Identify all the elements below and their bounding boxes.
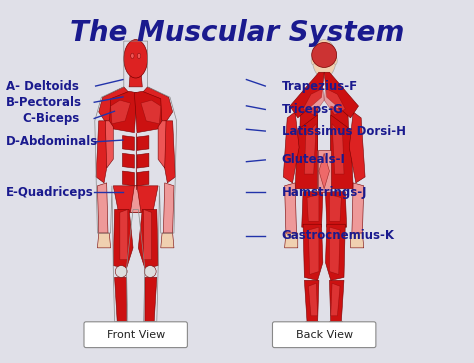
- Text: A- Deltoids: A- Deltoids: [6, 79, 79, 93]
- Polygon shape: [134, 91, 162, 132]
- Polygon shape: [324, 72, 358, 118]
- Ellipse shape: [144, 266, 156, 277]
- Polygon shape: [284, 183, 296, 233]
- Polygon shape: [303, 88, 324, 115]
- Polygon shape: [324, 88, 345, 115]
- Polygon shape: [329, 280, 344, 325]
- Polygon shape: [349, 112, 365, 183]
- Ellipse shape: [137, 53, 141, 58]
- Polygon shape: [113, 322, 129, 337]
- Polygon shape: [332, 124, 344, 174]
- Text: Latissimus Dorsi-H: Latissimus Dorsi-H: [282, 125, 406, 138]
- Ellipse shape: [312, 40, 336, 78]
- Polygon shape: [145, 277, 157, 322]
- Polygon shape: [162, 121, 175, 183]
- Polygon shape: [329, 195, 341, 221]
- Polygon shape: [331, 106, 349, 150]
- Polygon shape: [113, 186, 158, 212]
- Text: C-Biceps: C-Biceps: [23, 112, 80, 125]
- Polygon shape: [98, 183, 108, 233]
- Polygon shape: [109, 91, 137, 132]
- Polygon shape: [290, 72, 324, 118]
- Polygon shape: [142, 322, 158, 337]
- Polygon shape: [309, 283, 318, 316]
- Polygon shape: [352, 183, 364, 233]
- Polygon shape: [141, 100, 161, 124]
- Polygon shape: [137, 153, 149, 168]
- Polygon shape: [318, 150, 331, 192]
- Ellipse shape: [131, 53, 134, 58]
- Polygon shape: [122, 171, 134, 186]
- Polygon shape: [115, 277, 127, 322]
- Polygon shape: [283, 112, 299, 183]
- Ellipse shape: [124, 40, 147, 78]
- Polygon shape: [105, 121, 113, 168]
- Polygon shape: [99, 87, 129, 124]
- Polygon shape: [161, 233, 174, 248]
- Text: D-Abdominals: D-Abdominals: [6, 135, 98, 148]
- FancyBboxPatch shape: [273, 322, 376, 348]
- Polygon shape: [295, 115, 318, 189]
- Ellipse shape: [334, 57, 337, 65]
- Text: Gastrocnemius-K: Gastrocnemius-K: [282, 229, 395, 242]
- Polygon shape: [284, 233, 298, 248]
- Ellipse shape: [115, 266, 127, 277]
- Polygon shape: [304, 280, 319, 325]
- Polygon shape: [351, 233, 364, 248]
- Polygon shape: [142, 87, 173, 124]
- Polygon shape: [304, 124, 316, 174]
- Polygon shape: [303, 224, 323, 280]
- Polygon shape: [299, 106, 318, 150]
- Polygon shape: [331, 115, 353, 189]
- Polygon shape: [329, 322, 344, 337]
- Polygon shape: [130, 186, 141, 212]
- Text: Front View: Front View: [107, 330, 165, 340]
- Polygon shape: [329, 227, 340, 274]
- Polygon shape: [137, 136, 149, 150]
- Polygon shape: [319, 153, 329, 189]
- Polygon shape: [122, 153, 134, 168]
- Text: The Muscular System: The Muscular System: [70, 19, 404, 47]
- Polygon shape: [331, 283, 340, 316]
- Polygon shape: [122, 136, 134, 150]
- Polygon shape: [302, 192, 323, 227]
- Polygon shape: [98, 233, 110, 248]
- Polygon shape: [158, 121, 166, 168]
- Text: Triceps-G: Triceps-G: [282, 103, 344, 116]
- Text: Back View: Back View: [296, 330, 353, 340]
- Polygon shape: [304, 322, 319, 337]
- Ellipse shape: [312, 42, 337, 68]
- Polygon shape: [138, 209, 158, 269]
- Ellipse shape: [311, 57, 315, 65]
- Polygon shape: [110, 100, 130, 124]
- Polygon shape: [129, 70, 142, 87]
- FancyBboxPatch shape: [84, 322, 187, 348]
- Polygon shape: [326, 224, 345, 280]
- Text: Trapezius-F: Trapezius-F: [282, 79, 358, 93]
- Polygon shape: [164, 183, 174, 233]
- Polygon shape: [144, 209, 152, 260]
- Text: B-Pectorals: B-Pectorals: [6, 96, 82, 109]
- Polygon shape: [326, 192, 346, 227]
- Polygon shape: [96, 121, 109, 183]
- Polygon shape: [307, 195, 319, 221]
- Polygon shape: [309, 227, 319, 274]
- Polygon shape: [137, 171, 149, 186]
- Text: E-Quadriceps: E-Quadriceps: [6, 186, 94, 199]
- Polygon shape: [113, 209, 133, 269]
- Text: Hamstrings-J: Hamstrings-J: [282, 186, 367, 199]
- Text: Gluteals-I: Gluteals-I: [282, 154, 346, 166]
- Polygon shape: [120, 209, 128, 260]
